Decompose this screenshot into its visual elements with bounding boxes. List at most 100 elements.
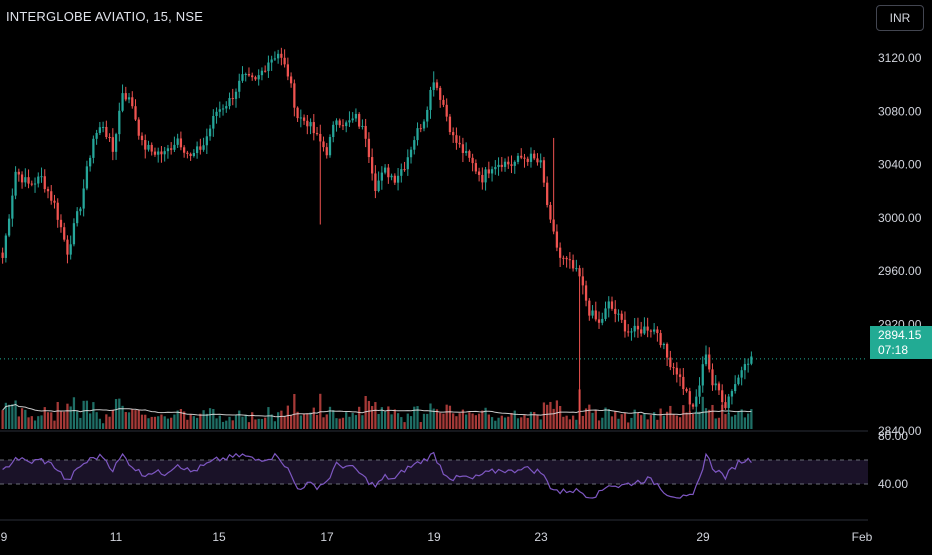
- candle-body: [56, 202, 59, 220]
- volume-bar: [620, 414, 623, 429]
- candles-layer: [0, 47, 868, 425]
- candle-body: [160, 151, 163, 155]
- candle-body: [604, 308, 607, 319]
- volume-bar: [124, 412, 127, 429]
- candle-body: [63, 227, 66, 240]
- candle-body: [228, 98, 231, 107]
- candle-body: [322, 141, 325, 148]
- candle-body: [241, 74, 244, 81]
- volume-bar: [218, 415, 221, 429]
- volume-bar: [101, 423, 105, 429]
- volume-bar: [419, 422, 422, 429]
- candle-body: [277, 53, 280, 59]
- volume-bar: [730, 416, 734, 429]
- candle-body: [166, 148, 170, 152]
- candle-body: [698, 385, 701, 397]
- volume-bar: [137, 409, 140, 429]
- candle-body: [364, 125, 367, 139]
- volume-bar: [630, 417, 633, 429]
- candle-body: [27, 177, 30, 184]
- candle-body: [581, 276, 584, 286]
- candle-body: [416, 128, 419, 141]
- candle-body: [396, 175, 400, 183]
- candle-body: [708, 354, 711, 370]
- volume-bar: [507, 416, 510, 429]
- volume-bar: [1, 410, 4, 429]
- volume-bar: [526, 417, 529, 429]
- volume-bar: [153, 416, 157, 429]
- volume-bar: [656, 419, 659, 429]
- volume-bar: [584, 408, 588, 429]
- volume-bar: [669, 405, 672, 429]
- candle-body: [53, 200, 56, 203]
- volume-bar: [82, 400, 85, 429]
- volume-bar: [717, 417, 721, 429]
- price-tick-label: 3040.00: [878, 158, 922, 172]
- volume-bar: [354, 415, 358, 429]
- volume-bar: [413, 406, 416, 429]
- candle-body: [452, 132, 455, 136]
- volume-bar: [299, 415, 302, 429]
- symbol-title: INTERGLOBE AVIATIO, 15, NSE: [6, 9, 204, 24]
- candle-body: [413, 140, 416, 150]
- volume-bar: [448, 405, 452, 429]
- time-tick-label: Feb: [852, 530, 873, 544]
- candle-body: [140, 135, 144, 141]
- volume-bar: [701, 396, 704, 429]
- candle-body: [153, 151, 157, 155]
- candle-body: [721, 390, 724, 403]
- volume-bar: [510, 412, 513, 429]
- volume-bar: [704, 408, 708, 429]
- volume-bar: [176, 410, 179, 429]
- volume-bar: [610, 416, 614, 429]
- volume-bar: [286, 405, 289, 429]
- time-tick-label: 29: [696, 530, 710, 544]
- candle-body: [85, 166, 89, 189]
- candle-body: [653, 329, 656, 332]
- candle-body: [202, 145, 205, 150]
- volume-bar: [627, 422, 630, 429]
- volume-bar: [108, 416, 111, 429]
- volume-bar: [267, 407, 270, 429]
- volume-bar: [740, 409, 743, 429]
- volume-bar: [520, 417, 523, 429]
- volume-bar: [95, 412, 98, 429]
- volume-bar: [555, 400, 559, 429]
- volume-layer: [1, 389, 753, 429]
- volume-bar: [105, 414, 108, 429]
- candle-body: [406, 157, 409, 170]
- volume-bar: [562, 416, 565, 429]
- candle-body: [542, 160, 546, 183]
- volume-bar: [714, 418, 717, 429]
- candle-body: [345, 122, 348, 127]
- candle-body: [312, 122, 315, 134]
- candle-body: [403, 169, 406, 171]
- candle-body: [101, 126, 105, 128]
- candle-body: [11, 195, 14, 219]
- volume-bar: [490, 417, 494, 429]
- candle-body: [328, 137, 332, 156]
- volume-bar: [601, 417, 604, 429]
- candle-body: [335, 120, 338, 125]
- candle-body: [76, 211, 79, 224]
- candle-body: [494, 167, 497, 170]
- volume-bar: [221, 421, 225, 429]
- volume-bar: [390, 414, 393, 429]
- candle-body: [267, 62, 270, 72]
- candle-body: [124, 93, 127, 100]
- volume-bar: [244, 414, 247, 429]
- volume-bar: [238, 410, 241, 429]
- volume-bar: [56, 401, 59, 429]
- currency-button[interactable]: INR: [876, 5, 924, 31]
- candle-body: [33, 183, 37, 185]
- candle-body: [199, 146, 202, 150]
- candle-body: [640, 329, 643, 334]
- volume-bar: [79, 417, 82, 429]
- candle-body: [633, 325, 636, 332]
- candle-body: [361, 125, 364, 127]
- candle-body: [89, 157, 92, 167]
- candle-body: [374, 173, 377, 191]
- volume-bar: [118, 398, 121, 429]
